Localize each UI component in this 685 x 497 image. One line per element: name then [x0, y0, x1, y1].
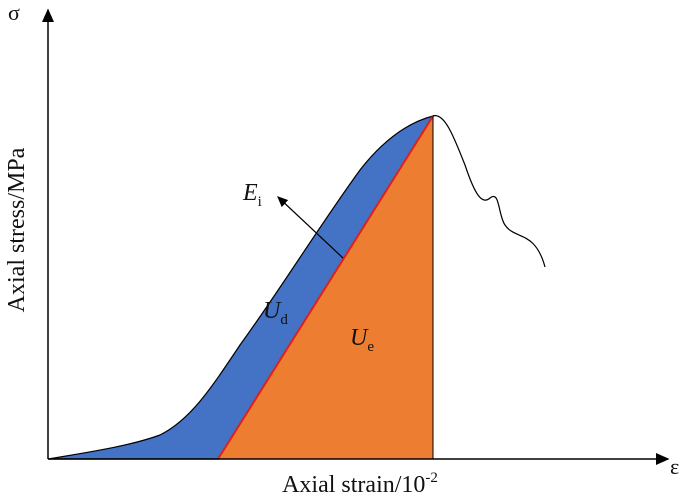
elastic-sub: e	[367, 339, 374, 355]
dissipated-energy-area	[47, 115, 435, 460]
dissipated-label: Ud	[263, 298, 288, 328]
dissipated-main: U	[263, 298, 282, 324]
x-axis-label: Axial strain/10-2	[282, 470, 438, 497]
modulus-main: E	[242, 180, 258, 206]
modulus-arrow	[277, 196, 344, 259]
unloading-line	[217, 115, 434, 460]
dissipated-sub: d	[280, 312, 288, 328]
x-axis-label-exponent: -2	[425, 470, 438, 486]
elastic-label: Ue	[350, 325, 374, 355]
post-peak-curve	[432, 115, 546, 268]
modulus-sub: i	[258, 194, 262, 210]
y-axis-label: Axial stress/MPa	[4, 147, 30, 312]
x-axis-label-text: Axial strain/10	[282, 472, 425, 497]
elastic-main: U	[350, 325, 369, 351]
y-symbol: σ	[8, 0, 20, 25]
modulus-label: Ei	[242, 180, 262, 210]
x-symbol: ε	[670, 454, 679, 479]
